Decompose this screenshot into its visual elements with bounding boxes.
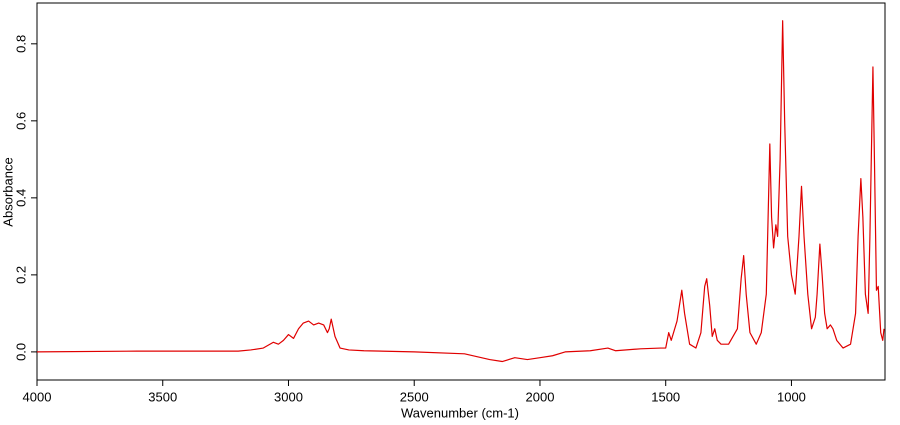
x-tick-label: 2500 [400, 389, 429, 404]
y-tick-label: 0.2 [13, 266, 28, 284]
x-tick-label: 3500 [148, 389, 177, 404]
y-tick-label: 0.4 [13, 189, 28, 207]
x-axis-label: Wavenumber (cm-1) [401, 405, 519, 420]
x-tick-label: 2000 [526, 389, 555, 404]
spectrum-line [36, 20, 885, 363]
x-tick-label: 1000 [777, 389, 806, 404]
y-tick-label: 0.0 [13, 343, 28, 361]
x-tick-label: 4000 [23, 389, 52, 404]
y-tick-label: 0.6 [13, 112, 28, 130]
y-axis-label: Absorbance [0, 157, 15, 226]
x-tick-label: 3000 [274, 389, 303, 404]
x-tick-label: 1500 [651, 389, 680, 404]
y-tick-label: 0.8 [13, 35, 28, 53]
plot-frame [36, 2, 886, 381]
